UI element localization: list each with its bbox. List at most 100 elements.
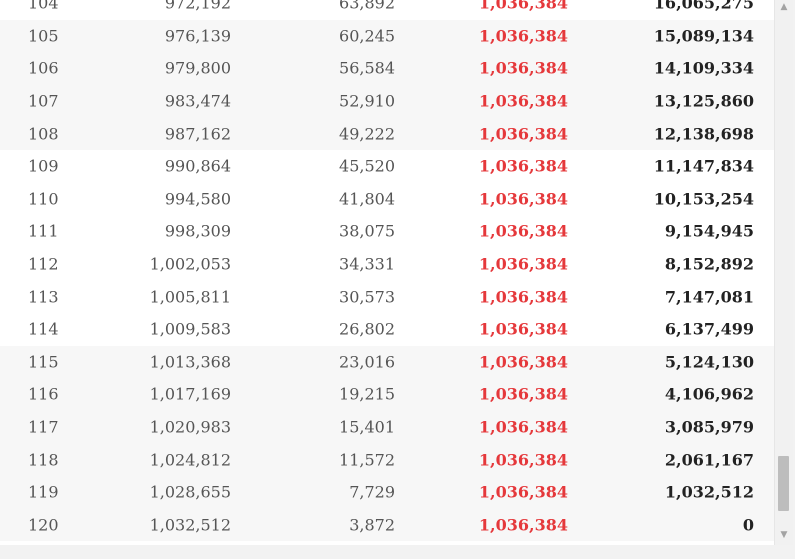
table-row: 112 1,002,053 34,331 1,036,384 8,152,892 — [0, 247, 774, 281]
principal-cell: 1,005,811 — [149, 287, 231, 307]
month-cell: 108 — [28, 124, 59, 144]
month-cell: 109 — [28, 156, 59, 176]
table-row: 104 972,192 63,892 1,036,384 16,065,275 — [0, 0, 774, 20]
balance-cell: 3,085,979 — [664, 417, 754, 437]
triangle-down-icon[interactable]: ▼ — [780, 530, 788, 540]
interest-cell: 63,892 — [339, 0, 395, 13]
balance-cell: 10,153,254 — [653, 189, 754, 209]
month-cell: 111 — [28, 221, 59, 241]
principal-cell: 972,192 — [164, 0, 231, 13]
payment-cell: 1,036,384 — [478, 450, 568, 470]
table-row: 114 1,009,583 26,802 1,036,384 6,137,499 — [0, 312, 774, 346]
bottom-margin — [0, 545, 795, 559]
vertical-scrollbar[interactable]: ▲ ▼ — [774, 0, 793, 545]
table-row: 119 1,028,655 7,729 1,036,384 1,032,512 — [0, 475, 774, 509]
payment-cell: 1,036,384 — [478, 26, 568, 46]
interest-cell: 56,584 — [339, 58, 395, 78]
principal-cell: 1,032,512 — [149, 515, 231, 535]
month-cell: 104 — [28, 0, 59, 13]
payment-cell: 1,036,384 — [478, 0, 568, 13]
principal-cell: 1,002,053 — [149, 254, 231, 274]
interest-cell: 11,572 — [339, 450, 395, 470]
principal-cell: 1,017,169 — [149, 384, 231, 404]
balance-cell: 13,125,860 — [653, 91, 754, 111]
amortization-table: 104 972,192 63,892 1,036,384 16,065,275 … — [0, 0, 774, 542]
principal-cell: 1,020,983 — [149, 417, 231, 437]
balance-cell: 11,147,834 — [653, 156, 754, 176]
scrollbar-thumb[interactable] — [778, 456, 789, 511]
table-row: 116 1,017,169 19,215 1,036,384 4,106,962 — [0, 378, 774, 411]
interest-cell: 49,222 — [339, 124, 395, 144]
payment-cell: 1,036,384 — [478, 124, 568, 144]
month-cell: 116 — [28, 384, 59, 404]
principal-cell: 1,009,583 — [149, 319, 231, 339]
payment-cell: 1,036,384 — [478, 91, 568, 111]
principal-cell: 976,139 — [164, 26, 231, 46]
payment-cell: 1,036,384 — [478, 221, 568, 241]
interest-cell: 23,016 — [339, 352, 395, 372]
balance-cell: 16,065,275 — [653, 0, 754, 13]
payment-cell: 1,036,384 — [478, 58, 568, 78]
principal-cell: 987,162 — [164, 124, 231, 144]
balance-cell: 7,147,081 — [664, 287, 754, 307]
table-row: 109 990,864 45,520 1,036,384 11,147,834 — [0, 149, 774, 183]
payment-cell: 1,036,384 — [478, 319, 568, 339]
month-cell: 112 — [28, 254, 59, 274]
principal-cell: 994,580 — [164, 189, 231, 209]
payment-cell: 1,036,384 — [478, 384, 568, 404]
month-cell: 106 — [28, 58, 59, 78]
table-row: 110 994,580 41,804 1,036,384 10,153,254 — [0, 182, 774, 216]
balance-cell: 4,106,962 — [664, 384, 754, 404]
table-row: 113 1,005,811 30,573 1,036,384 7,147,081 — [0, 280, 774, 313]
month-cell: 118 — [28, 450, 59, 470]
payment-cell: 1,036,384 — [478, 254, 568, 274]
month-cell: 107 — [28, 91, 59, 111]
balance-cell: 15,089,134 — [653, 26, 754, 46]
month-cell: 110 — [28, 189, 59, 209]
interest-cell: 15,401 — [339, 417, 395, 437]
interest-cell: 19,215 — [339, 384, 395, 404]
interest-cell: 41,804 — [339, 189, 395, 209]
payment-cell: 1,036,384 — [478, 156, 568, 176]
table-row: 115 1,013,368 23,016 1,036,384 5,124,130 — [0, 345, 774, 379]
balance-cell: 6,137,499 — [664, 319, 754, 339]
interest-cell: 30,573 — [339, 287, 395, 307]
interest-cell: 38,075 — [339, 221, 395, 241]
balance-cell: 1,032,512 — [664, 482, 754, 502]
interest-cell: 3,872 — [349, 515, 395, 535]
month-cell: 114 — [28, 319, 59, 339]
month-cell: 117 — [28, 417, 59, 437]
month-cell: 119 — [28, 482, 59, 502]
balance-cell: 5,124,130 — [664, 352, 754, 372]
balance-cell: 0 — [742, 515, 754, 535]
interest-cell: 52,910 — [339, 91, 395, 111]
table-row: 106 979,800 56,584 1,036,384 14,109,334 — [0, 52, 774, 85]
month-cell: 115 — [28, 352, 59, 372]
table-row: 108 987,162 49,222 1,036,384 12,138,698 — [0, 117, 774, 150]
balance-cell: 14,109,334 — [653, 58, 754, 78]
month-cell: 113 — [28, 287, 59, 307]
balance-cell: 2,061,167 — [664, 450, 754, 470]
principal-cell: 1,024,812 — [149, 450, 231, 470]
table-row: 105 976,139 60,245 1,036,384 15,089,134 — [0, 19, 774, 53]
balance-cell: 12,138,698 — [653, 124, 754, 144]
balance-cell: 9,154,945 — [664, 221, 754, 241]
table-row: 117 1,020,983 15,401 1,036,384 3,085,979 — [0, 410, 774, 444]
interest-cell: 26,802 — [339, 319, 395, 339]
month-cell: 105 — [28, 26, 59, 46]
table-row: 111 998,309 38,075 1,036,384 9,154,945 — [0, 215, 774, 248]
table-row: 107 983,474 52,910 1,036,384 13,125,860 — [0, 84, 774, 118]
payment-cell: 1,036,384 — [478, 352, 568, 372]
payment-cell: 1,036,384 — [478, 287, 568, 307]
amortization-table-viewport: 104 972,192 63,892 1,036,384 16,065,275 … — [0, 0, 774, 545]
payment-cell: 1,036,384 — [478, 417, 568, 437]
interest-cell: 60,245 — [339, 26, 395, 46]
table-row: 120 1,032,512 3,872 1,036,384 0 — [0, 508, 774, 542]
triangle-up-icon[interactable]: ▲ — [780, 2, 788, 12]
principal-cell: 983,474 — [164, 91, 231, 111]
table-row: 118 1,024,812 11,572 1,036,384 2,061,167 — [0, 443, 774, 476]
principal-cell: 1,013,368 — [149, 352, 231, 372]
interest-cell: 34,331 — [339, 254, 395, 274]
interest-cell: 45,520 — [339, 156, 395, 176]
